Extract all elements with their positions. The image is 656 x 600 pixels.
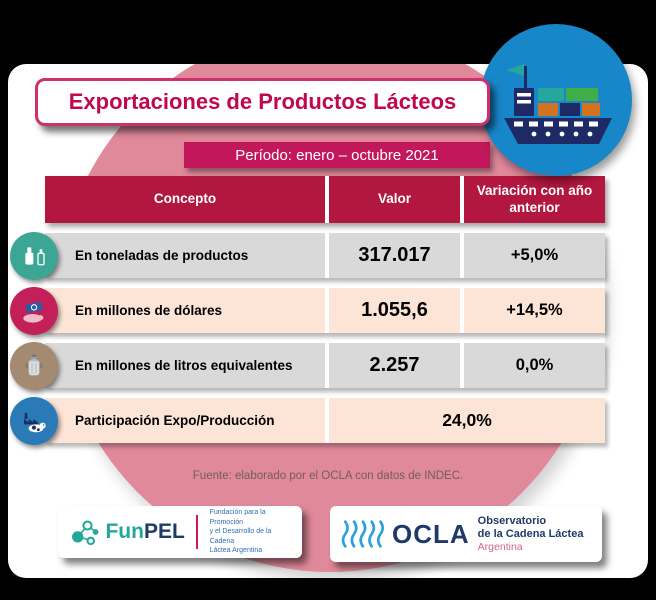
row-icon-badge xyxy=(10,342,58,390)
row-value: 24,0% xyxy=(325,398,605,443)
col-header-concepto: Concepto xyxy=(153,191,217,207)
factory-cow-icon xyxy=(24,413,46,433)
funpel-tagline: Fundación para la Promoción y el Desarro… xyxy=(209,509,272,555)
row-concept: En millones de litros equivalentes xyxy=(75,358,293,373)
period-banner: Período: enero – octubre 2021 xyxy=(184,142,490,168)
molecule-network-icon xyxy=(72,520,99,546)
milk-products-icon xyxy=(25,247,45,266)
waves-icon xyxy=(341,520,384,548)
milk-can-icon xyxy=(25,354,43,376)
table-row: Participación Expo/Producción 24,0% xyxy=(45,398,605,443)
row-icon-badge xyxy=(10,232,58,280)
data-table: Concepto Valor Variación con año anterio… xyxy=(45,176,605,443)
col-header-variacion: Variación con año anterior xyxy=(460,176,605,223)
row-concept: En toneladas de productos xyxy=(75,248,249,263)
funpel-logo: FunPEL Fundación para la Promoción y el … xyxy=(58,506,302,558)
row-value: 1.055,6 xyxy=(325,288,460,333)
ocla-subtitle: Observatorio de la Cadena Láctea Argenti… xyxy=(477,515,584,553)
table-row: En millones de dólares 1.055,6 +14,5% xyxy=(45,288,605,333)
table-row: En toneladas de productos 317.017 +5,0% xyxy=(45,233,605,278)
money-hand-icon xyxy=(23,301,44,323)
page-title: Exportaciones de Productos Lácteos xyxy=(68,89,457,114)
funpel-wordmark: FunPEL xyxy=(105,520,185,543)
row-variation: +14,5% xyxy=(460,288,605,333)
row-variation: +5,0% xyxy=(460,233,605,278)
row-value: 2.257 xyxy=(325,343,460,388)
table-row: En millones de litros equivalentes 2.257… xyxy=(45,343,605,388)
row-concept: En millones de dólares xyxy=(75,303,223,318)
cargo-ship-icon xyxy=(504,64,612,144)
logo-divider xyxy=(195,515,198,549)
row-variation: 0,0% xyxy=(460,343,605,388)
row-icon-badge xyxy=(10,397,58,445)
cargo-ship-badge xyxy=(480,24,632,176)
table-header-row: Concepto Valor Variación con año anterio… xyxy=(45,176,605,223)
row-icon-badge xyxy=(10,287,58,335)
source-note: Fuente: elaborado por el OCLA con datos … xyxy=(192,470,464,482)
col-header-valor: Valor xyxy=(325,176,460,223)
title-box: Exportaciones de Productos Lácteos xyxy=(35,78,490,126)
ocla-wordmark: OCLA xyxy=(392,518,470,549)
row-value: 317.017 xyxy=(325,233,460,278)
row-concept: Participación Expo/Producción xyxy=(75,413,275,428)
period-label: Período: enero – octubre 2021 xyxy=(235,146,439,164)
ocla-logo: OCLA Observatorio de la Cadena Láctea Ar… xyxy=(330,506,602,562)
